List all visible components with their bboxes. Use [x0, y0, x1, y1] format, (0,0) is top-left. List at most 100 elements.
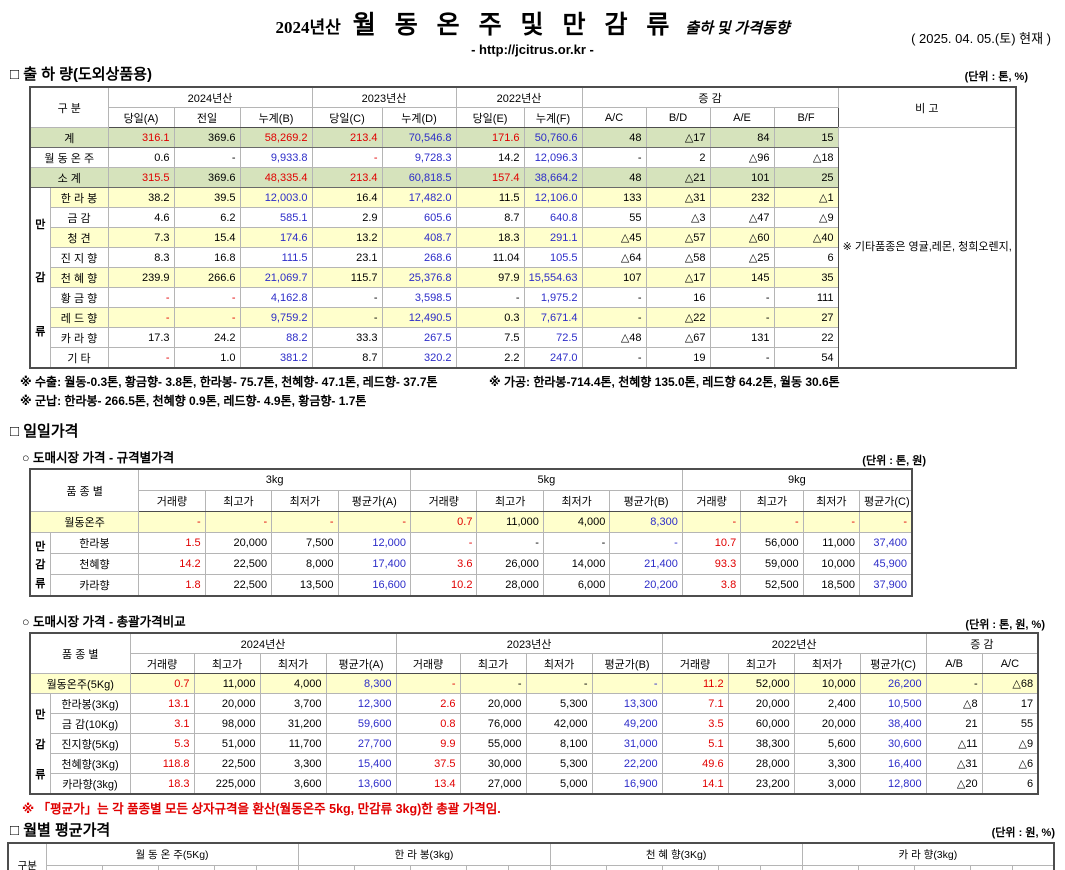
cell: △9 — [773, 207, 839, 228]
cell: 1.0 — [173, 347, 241, 369]
column-header: 거래량 — [410, 490, 478, 513]
category-char: 류 — [35, 768, 46, 781]
table-row: 카라향(3kg) 18.3 225,000 3,600 13,600 13.4 27,000… — [30, 773, 1039, 795]
table-row: 청 견 7.3 15.4 174.6 13.2 408.7 18.3 291.1 △45 △57 △… — [30, 227, 1016, 248]
header-group-row: 품 종 별 2024년산 2023년산 2022년산 증 감 — [29, 632, 1039, 675]
cell: 247.0 — [523, 347, 583, 369]
shipment-notes: ※ 수출: 월동-0.3톤, 황금향- 3.8톤, 한라봉- 75.7톤, 천혜… — [20, 373, 1065, 410]
cell: △21 — [645, 167, 711, 188]
header-sub-row: 거래량 최고가 최저가 평균가(A) 거래량 최고가 최저가 평균가(B) 거래량 최고가 최저가 평… — [30, 490, 913, 513]
table-row: 황 금 향 - -4,162.8-3,598.5-1,975.2-16-111 — [30, 287, 1016, 308]
column-header: A/E — [709, 107, 775, 128]
cell: 38.2 — [107, 187, 175, 208]
category-char: 감 — [35, 559, 46, 572]
export-note: ※ 수출: 월동-0.3톤, 황금향- 3.8톤, 한라봉- 75.7톤, 천혜… — [20, 375, 438, 389]
cell: 3.6 — [410, 553, 478, 576]
cell: 28,000 — [476, 574, 544, 597]
category-char: 류 — [35, 325, 46, 338]
cell: 5,300 — [525, 753, 593, 775]
cell: 15 — [773, 127, 839, 148]
shipment-unit-label: (단위 : 톤, %) — [964, 71, 1028, 83]
group-header: 2022년산 — [455, 86, 583, 108]
group-header: 2023년산 — [395, 632, 663, 655]
cell: 25,376.8 — [381, 267, 457, 288]
column-header: 거래량 — [138, 490, 206, 513]
cell: 13.4 — [395, 773, 461, 795]
table-header: 품 종 별 2024년산 2023년산 2022년산 증 감 거래량 최고가 최저가 평균가(A… — [29, 632, 1039, 675]
cell: 60,818.5 — [381, 167, 457, 188]
cell: △31 — [925, 753, 983, 775]
column-header: B/F — [773, 107, 839, 128]
column-header: 누계(D) — [381, 107, 457, 128]
cell: 9,728.3 — [381, 147, 457, 168]
cell: - — [395, 673, 461, 695]
table-row: 레 드 향 - -9,759.2-12,490.5 0.3 7,671.4- △22-27 — [30, 307, 1016, 328]
corner-header: 품 종 별 — [29, 468, 140, 513]
cell: 49.6 — [661, 753, 729, 775]
cell: 33.3 — [311, 327, 383, 348]
cell: 20,000 — [459, 693, 527, 715]
cell: 225,000 — [193, 773, 261, 795]
group-header: 9kg — [681, 468, 913, 492]
cell: 14.2 — [455, 147, 525, 168]
cell: 15,400 — [325, 753, 397, 775]
cell: 52,500 — [740, 574, 804, 597]
column-header: 최저가 — [802, 490, 861, 513]
cell: 21,400 — [609, 553, 683, 576]
cell: 8.3 — [107, 247, 175, 268]
corner-header: 품 종 별 — [29, 632, 131, 675]
table-row: 만 감 류 한라봉(3Kg) 13.1 20,000 3,700 12,300 2.6 20,00… — [29, 693, 1039, 795]
column-header: '22년산(C) — [157, 865, 215, 870]
cell: 174.6 — [239, 227, 313, 248]
cell: 11.5 — [455, 187, 525, 208]
cell: 37,900 — [859, 574, 913, 597]
cell: - — [609, 532, 683, 555]
cell: △1 — [773, 187, 839, 208]
category-char: 만 — [35, 708, 46, 721]
cell: 0.7 — [410, 511, 478, 534]
column-header: 전일 — [173, 107, 241, 128]
column-header: 최고가 — [204, 490, 273, 513]
cell: 21,069.7 — [239, 267, 313, 288]
cell: △6 — [981, 753, 1039, 775]
cell: 22,500 — [193, 753, 261, 775]
cell: 54 — [773, 347, 839, 369]
cell: 14,000 — [542, 553, 611, 576]
row-label: 진 지 향 — [49, 247, 109, 268]
overall-price-table: 품 종 별 2024년산 2023년산 2022년산 증 감 거래량 최고가 최저가 평균가(A… — [29, 632, 1040, 796]
cell: 15,554.63 — [523, 267, 583, 288]
group-header: 2024년산 — [129, 632, 397, 655]
cell: 5.3 — [129, 733, 195, 755]
column-header: A/C — [255, 865, 299, 870]
column-header: '24년산(A) — [549, 865, 607, 870]
cell: △57 — [645, 227, 711, 248]
cell: - — [681, 511, 742, 534]
row-label: 월동온주(5Kg) — [29, 673, 131, 695]
table-row: 월동온주(5Kg) 0.7 11,000 4,000 8,300- - - -11.2 52,0… — [29, 673, 1039, 695]
monthly-section-header: □ 월별 평균가격 (단위 : 원, %) — [10, 819, 1065, 840]
cell: 37,400 — [859, 532, 913, 555]
cell: 70,546.8 — [381, 127, 457, 148]
cell: 10.2 — [410, 574, 478, 597]
cell: 7,500 — [271, 532, 339, 555]
row-label: 금 감 — [49, 207, 109, 228]
cell: 17 — [981, 693, 1039, 715]
title-year: 2024년산 — [275, 18, 341, 37]
cell: 267.5 — [381, 327, 457, 348]
cell: 291.1 — [523, 227, 583, 248]
cell: △8 — [925, 693, 983, 715]
column-header: A/C — [507, 865, 551, 870]
column-header: 당일(E) — [455, 107, 525, 128]
cell: 4,000 — [259, 673, 327, 695]
cell: △47 — [709, 207, 775, 228]
cell: - — [107, 347, 175, 369]
cell: △48 — [581, 327, 647, 348]
cell: - — [525, 673, 593, 695]
row-label: 한 라 봉 — [49, 187, 109, 208]
cell: 10.7 — [681, 532, 742, 555]
cell: 35 — [773, 267, 839, 288]
cell: 111 — [773, 287, 839, 308]
cell: 131 — [709, 327, 775, 348]
